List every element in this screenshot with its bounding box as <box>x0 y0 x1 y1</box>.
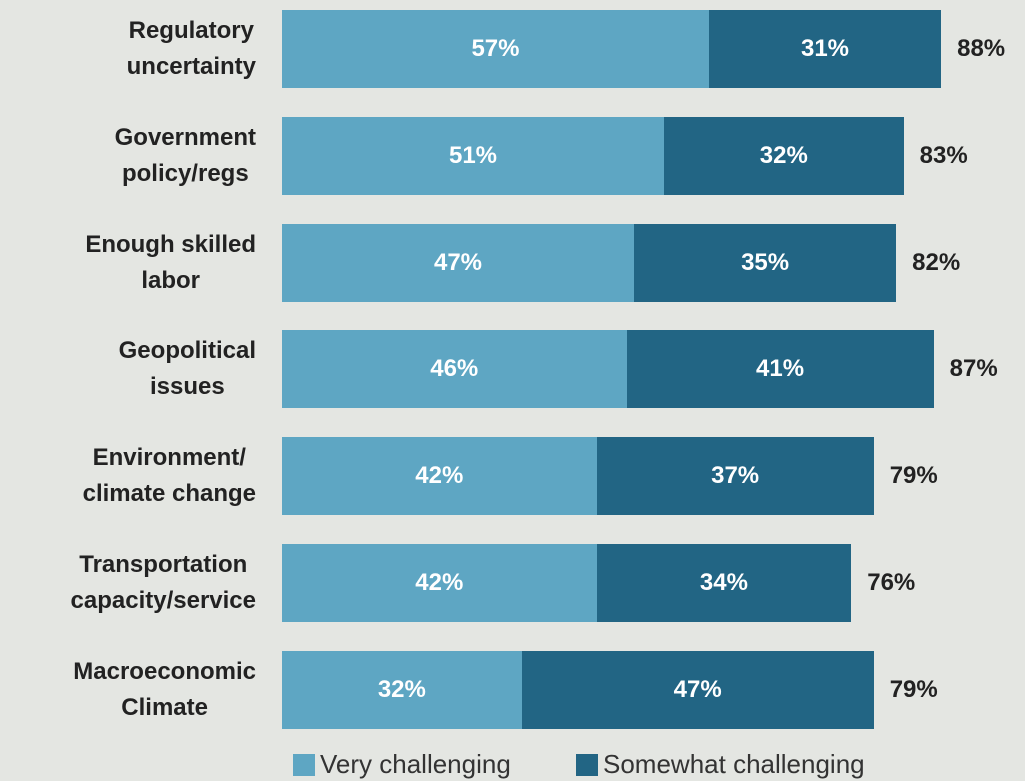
value-label: 37% <box>711 462 760 490</box>
category-text: Transportation capacity/service <box>70 551 256 614</box>
bar-segment <box>634 223 897 302</box>
bar-segment <box>282 650 522 729</box>
category-text: Enough skilled labor <box>85 230 256 294</box>
bar-segment <box>282 10 709 88</box>
bar-segment <box>282 116 664 195</box>
value-label: 32% <box>759 141 808 169</box>
bar-segment <box>596 544 852 622</box>
bar-segment <box>596 437 874 516</box>
legend-label: Very challenging <box>320 749 511 779</box>
value-label: 31% <box>800 35 850 62</box>
value-label: 46% <box>430 355 479 383</box>
total-label: 79% <box>889 675 938 703</box>
category-label: Geopolitical issues <box>0 330 256 408</box>
category-label: Macroeconomic Climate <box>0 651 256 729</box>
category-label: Environment/ climate change <box>0 437 256 515</box>
bar-segment <box>282 544 597 622</box>
category-label: Regulatory uncertainty <box>0 10 256 88</box>
legend-label: Somewhat challenging <box>603 749 865 779</box>
category-text: Regulatory uncertainty <box>126 17 256 80</box>
value-label: 41% <box>756 355 805 383</box>
legend-swatch <box>293 754 315 776</box>
value-label: 51% <box>448 141 498 169</box>
bar-segment <box>282 223 635 302</box>
category-text: Government policy/regs <box>114 123 256 187</box>
bar-segment <box>521 650 874 729</box>
bar-segment <box>708 10 942 88</box>
total-label: 79% <box>889 462 938 490</box>
value-label: 47% <box>433 248 483 276</box>
value-label: 35% <box>741 248 790 276</box>
bar-segment <box>282 330 627 409</box>
value-label: 34% <box>699 569 748 596</box>
value-label: 42% <box>415 569 464 596</box>
category-text: Geopolitical issues <box>118 337 256 401</box>
total-label: 87% <box>949 355 998 383</box>
value-label: 42% <box>415 462 464 490</box>
bar-segment <box>663 116 904 195</box>
category-text: Environment/ climate change <box>82 444 256 508</box>
category-label: Transportation capacity/service <box>0 544 256 622</box>
value-label: 32% <box>377 675 426 703</box>
category-label: Government policy/regs <box>0 117 256 195</box>
total-label: 76% <box>867 569 916 596</box>
total-label: 88% <box>957 35 1006 62</box>
legend-swatch <box>576 754 598 776</box>
total-label: 83% <box>919 141 968 169</box>
category-text: Macroeconomic Climate <box>73 657 256 721</box>
value-label: 47% <box>673 675 722 703</box>
value-label: 57% <box>471 35 520 62</box>
bar-segment <box>626 330 934 409</box>
total-label: 82% <box>912 248 961 276</box>
bar-segment <box>282 437 597 516</box>
category-label: Enough skilled labor <box>0 224 256 302</box>
